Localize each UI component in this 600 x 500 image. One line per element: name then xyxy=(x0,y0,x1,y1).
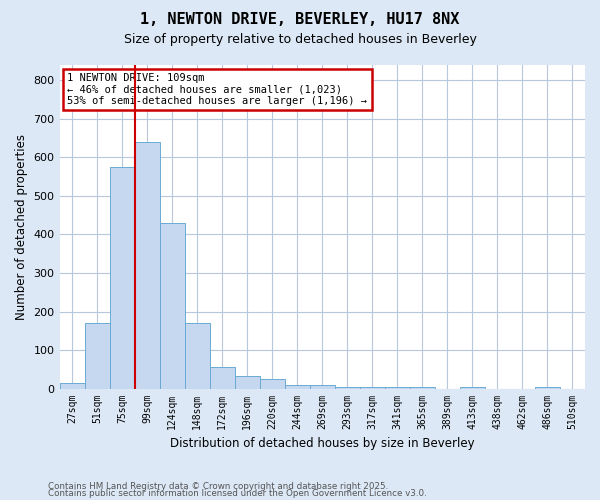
Bar xyxy=(335,387,360,388)
Bar xyxy=(209,368,235,388)
Bar xyxy=(134,142,160,388)
Bar xyxy=(360,386,385,388)
X-axis label: Distribution of detached houses by size in Beverley: Distribution of detached houses by size … xyxy=(170,437,475,450)
Text: 1, NEWTON DRIVE, BEVERLEY, HU17 8NX: 1, NEWTON DRIVE, BEVERLEY, HU17 8NX xyxy=(140,12,460,28)
Bar xyxy=(285,384,310,388)
Bar xyxy=(110,167,134,388)
Bar xyxy=(59,383,85,388)
Text: 1 NEWTON DRIVE: 109sqm
← 46% of detached houses are smaller (1,023)
53% of semi-: 1 NEWTON DRIVE: 109sqm ← 46% of detached… xyxy=(67,73,367,106)
Bar xyxy=(160,223,185,388)
Bar xyxy=(385,386,410,388)
Bar xyxy=(310,386,335,388)
Y-axis label: Number of detached properties: Number of detached properties xyxy=(15,134,28,320)
Bar xyxy=(260,379,285,388)
Bar xyxy=(185,323,209,388)
Text: Size of property relative to detached houses in Beverley: Size of property relative to detached ho… xyxy=(124,32,476,46)
Bar xyxy=(235,376,260,388)
Bar xyxy=(85,323,110,388)
Text: Contains HM Land Registry data © Crown copyright and database right 2025.: Contains HM Land Registry data © Crown c… xyxy=(48,482,388,491)
Text: Contains public sector information licensed under the Open Government Licence v3: Contains public sector information licen… xyxy=(48,489,427,498)
Bar xyxy=(410,387,435,388)
Bar xyxy=(535,386,560,388)
